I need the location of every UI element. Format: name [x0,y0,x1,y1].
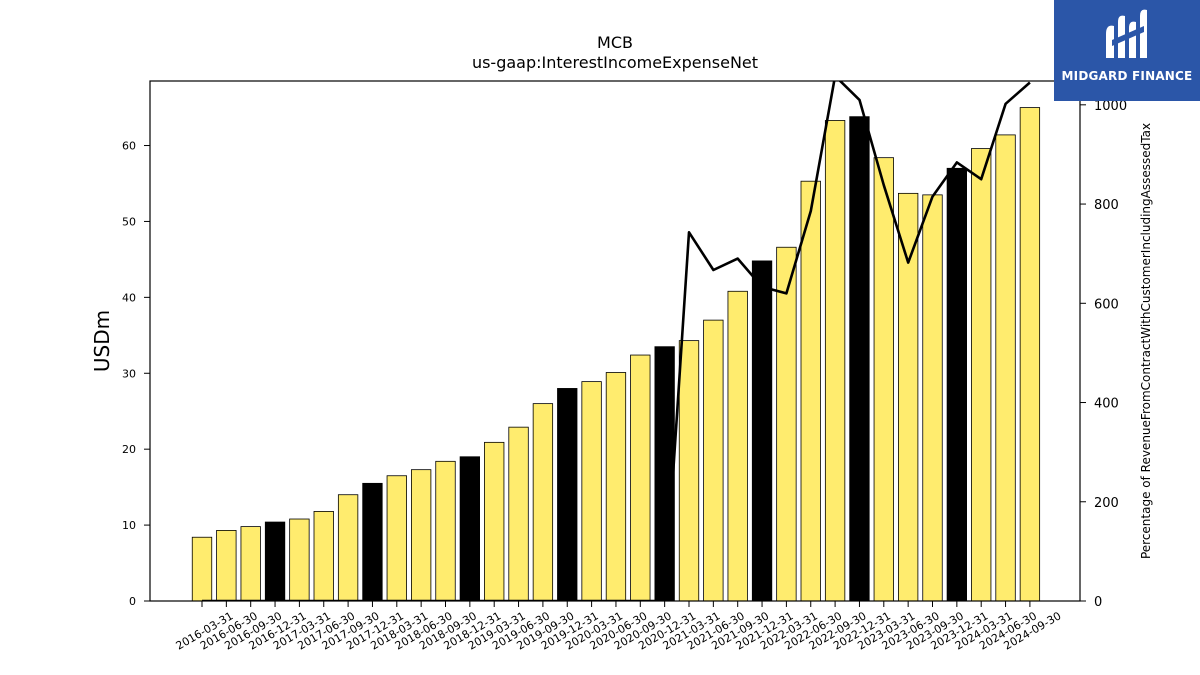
bar-2021-06-30 [703,319,724,602]
logo-text: MIDGARD FINANCE [1061,69,1193,83]
y2-tick-label: 800 [1094,198,1119,213]
logo-mark-icon [1106,9,1147,59]
bar-2017-12-31 [362,482,383,602]
y-tick-label: 0 [129,595,136,608]
y-tick-label: 60 [122,140,136,153]
bar-2023-03-31 [873,157,894,602]
bar-2019-06-30 [508,426,529,602]
bar-2023-09-30 [922,194,943,602]
bar-2018-12-31 [459,456,481,602]
bar-2021-03-31 [678,340,700,602]
bar-2024-06-30 [995,134,1016,602]
midgard-finance-logo: MIDGARD FINANCE [1054,0,1200,101]
bar-2020-06-30 [605,372,627,602]
bar-2016-06-30 [216,530,237,602]
bar-2020-12-31 [654,346,675,602]
bar-2020-09-30 [630,354,651,602]
bar-2023-12-31 [946,167,967,602]
bar-2024-09-30 [1019,107,1041,602]
bar-2016-12-31 [264,521,286,602]
bar-2017-09-30 [337,494,359,602]
y2-tick-label: 600 [1094,297,1119,312]
bar-2024-03-31 [971,148,992,602]
bar-2021-09-30 [727,290,748,602]
line-series [202,81,1031,601]
y2-tick-label: 200 [1094,496,1119,511]
bar-2019-09-30 [532,403,554,602]
y2-tick-label: 400 [1094,397,1119,412]
y-tick-label: 30 [122,367,136,380]
bar-2019-12-31 [557,388,578,602]
bar-2018-03-31 [386,475,407,602]
bar-2021-12-31 [751,260,773,602]
bar-2017-06-30 [313,511,334,602]
bar-2022-06-30 [800,180,821,602]
bar-2017-03-31 [289,518,310,602]
chart-subtitle: us-gaap:InterestIncomeExpenseNet [472,53,758,72]
bar-2016-09-30 [240,526,261,602]
bar-2018-06-30 [410,469,432,602]
y2-axis-label: Percentage of RevenueFromContractWithCus… [1139,123,1153,559]
plot-frame [149,80,1081,602]
bar-2022-12-31 [849,116,870,602]
bar-2019-03-31 [484,441,505,602]
y-tick-label: 10 [122,519,136,532]
y-tick-label: 50 [122,215,136,228]
bar-2022-03-31 [776,246,797,602]
y-tick-label: 40 [122,291,136,304]
y-tick-label: 20 [122,443,136,456]
y-axis-label: USDm [90,310,114,372]
bar-2016-03-31 [191,536,213,602]
bar-2020-03-31 [581,381,602,602]
bar-2022-09-30 [824,120,846,602]
bar-2023-06-30 [898,192,919,602]
chart-title: MCB [597,33,633,52]
y2-tick-label: 1000 [1094,99,1127,114]
bar-2018-09-30 [435,460,456,602]
y2-tick-label: 0 [1094,595,1102,610]
